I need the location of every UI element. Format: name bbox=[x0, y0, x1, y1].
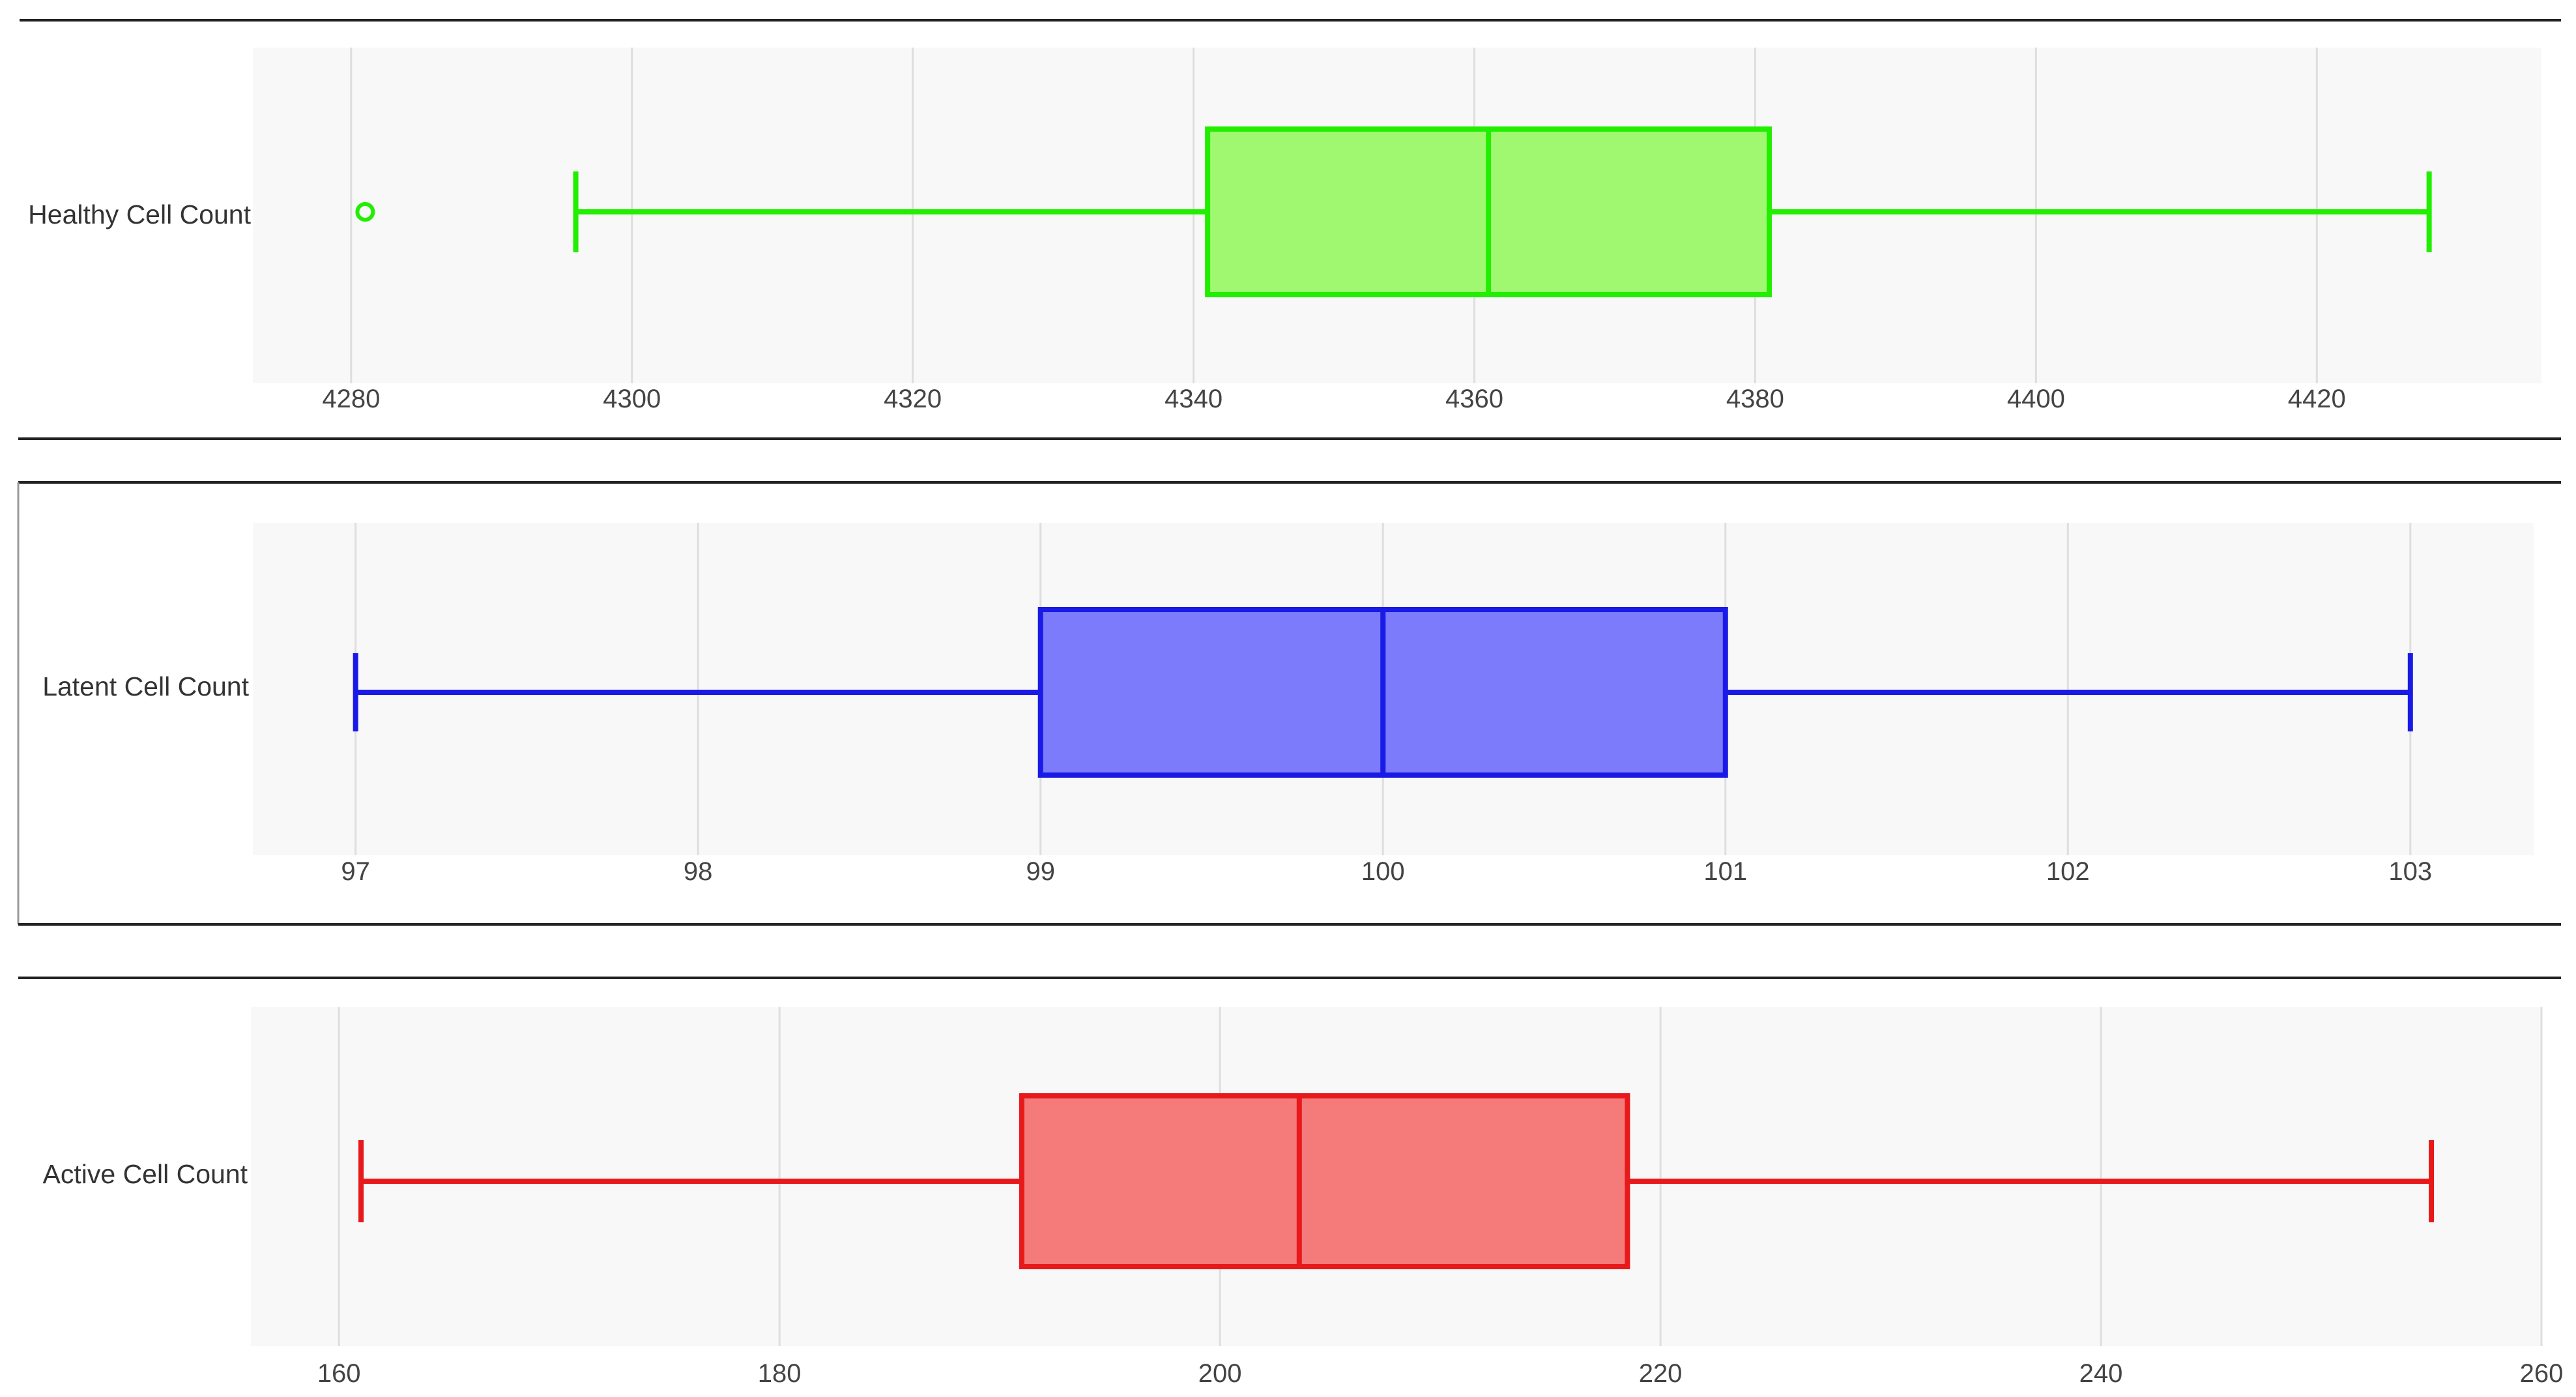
x-tick-label: 99 bbox=[1026, 857, 1055, 886]
x-tick-label: 240 bbox=[2079, 1359, 2123, 1388]
chart-panel-healthy: 4280 4300 4320 4340 4360 4380 4400 4420 Healthy… bbox=[0, 0, 2576, 450]
x-tick-label: 200 bbox=[1198, 1359, 1242, 1388]
chart-svg-latent: 97 98 99 100 101 102 103 Latent Cell Count bbox=[17, 481, 2561, 926]
x-tick-label: 103 bbox=[2388, 857, 2432, 886]
x-tick-label: 4340 bbox=[1165, 385, 1223, 413]
x-tick-label: 220 bbox=[1639, 1359, 1683, 1388]
x-tick-label: 160 bbox=[317, 1359, 361, 1388]
x-tick-label: 4420 bbox=[2288, 385, 2346, 413]
tick-label-group: 4280 4300 4320 4340 4360 4380 4400 4420 bbox=[322, 385, 2345, 413]
chart-svg-active: 160 180 200 220 240 260 Active Cell Count bbox=[18, 977, 2564, 1388]
tick-label-group: 97 98 99 100 101 102 103 bbox=[341, 857, 2432, 886]
x-tick-label: 97 bbox=[341, 857, 370, 886]
x-tick-label: 260 bbox=[2520, 1359, 2564, 1388]
x-tick-label: 4360 bbox=[1445, 385, 1503, 413]
x-tick-label: 100 bbox=[1361, 857, 1405, 886]
box-group bbox=[358, 1093, 2435, 1269]
chart-panel-latent: 97 98 99 100 101 102 103 Latent Cell Count bbox=[0, 450, 2576, 926]
box-group bbox=[353, 607, 2413, 778]
x-tick-label: 98 bbox=[684, 857, 713, 886]
box-group bbox=[355, 126, 2432, 297]
grid-group bbox=[338, 1007, 2543, 1346]
category-label: Latent Cell Count bbox=[42, 671, 249, 701]
outlier-point bbox=[355, 202, 375, 222]
x-tick-label: 4320 bbox=[884, 385, 942, 413]
x-tick-label: 4280 bbox=[322, 385, 380, 413]
x-tick-label: 102 bbox=[2046, 857, 2090, 886]
chart-svg-healthy: 4280 4300 4320 4340 4360 4380 4400 4420 Healthy… bbox=[18, 19, 2561, 440]
category-label: Healthy Cell Count bbox=[28, 199, 251, 229]
chart-panel-active: 160 180 200 220 240 260 Active Cell Count bbox=[0, 926, 2576, 1397]
x-tick-label: 180 bbox=[758, 1359, 802, 1388]
category-label: Active Cell Count bbox=[43, 1159, 248, 1189]
x-tick-label: 4380 bbox=[1726, 385, 1784, 413]
tick-label-group: 160 180 200 220 240 260 bbox=[317, 1359, 2564, 1388]
x-tick-label: 101 bbox=[1703, 857, 1747, 886]
iqr-box bbox=[1019, 1093, 1630, 1269]
x-tick-label: 4300 bbox=[603, 385, 661, 413]
x-tick-label: 4400 bbox=[2007, 385, 2065, 413]
